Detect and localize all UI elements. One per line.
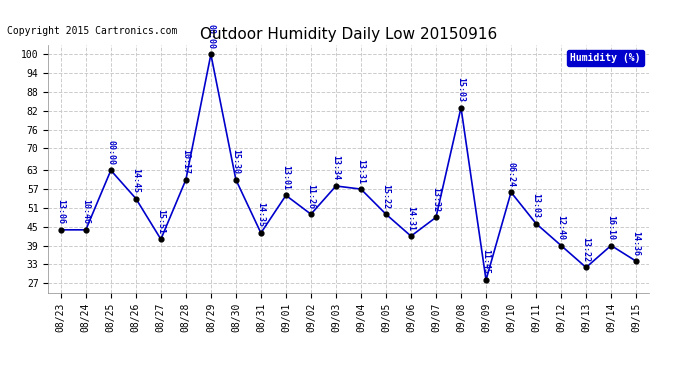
Point (355, 186, 366, 192)
Text: 13:22: 13:22 (582, 237, 591, 262)
Text: 10:46: 10:46 (81, 199, 90, 224)
Point (55, 227, 66, 233)
Point (455, 105, 466, 111)
Point (80, 227, 91, 233)
Text: 13:31: 13:31 (357, 159, 366, 183)
Point (506, 189, 517, 195)
Point (580, 264, 591, 270)
Point (480, 277, 491, 283)
Point (255, 230, 266, 236)
Text: 10:17: 10:17 (181, 149, 190, 174)
Text: 13:01: 13:01 (282, 165, 290, 190)
Point (130, 195, 141, 201)
Legend: Humidity (%): Humidity (%) (567, 50, 644, 66)
Point (555, 243, 566, 249)
Point (155, 236, 166, 242)
Text: 13:06: 13:06 (57, 199, 66, 224)
Text: 16:10: 16:10 (607, 215, 615, 240)
Text: 11:26: 11:26 (306, 184, 315, 209)
Point (106, 167, 117, 173)
Text: 14:45: 14:45 (131, 168, 140, 193)
Point (306, 211, 317, 217)
Text: 13:03: 13:03 (531, 193, 540, 218)
Text: 00:00: 00:00 (106, 140, 115, 165)
Point (380, 211, 391, 217)
Point (206, 51, 217, 57)
Text: 13:34: 13:34 (331, 155, 340, 180)
Text: 15:22: 15:22 (382, 184, 391, 209)
Text: 00:00: 00:00 (206, 24, 215, 49)
Title: Outdoor Humidity Daily Low 20150916: Outdoor Humidity Daily Low 20150916 (200, 27, 497, 42)
Text: 14:35: 14:35 (257, 202, 266, 227)
Text: 15:03: 15:03 (457, 77, 466, 102)
Point (431, 214, 442, 220)
Text: 15:51: 15:51 (157, 209, 166, 234)
Point (531, 220, 542, 226)
Text: Copyright 2015 Cartronics.com: Copyright 2015 Cartronics.com (7, 26, 177, 36)
Text: 12:40: 12:40 (557, 215, 566, 240)
Point (606, 243, 617, 249)
Text: 15:30: 15:30 (231, 149, 240, 174)
Point (230, 177, 241, 183)
Text: 13:32: 13:32 (431, 187, 440, 212)
Text: 11:45: 11:45 (482, 249, 491, 274)
Point (280, 192, 291, 198)
Point (406, 233, 417, 239)
Point (631, 258, 642, 264)
Point (331, 183, 342, 189)
Text: 14:36: 14:36 (631, 231, 640, 256)
Point (180, 177, 191, 183)
Text: 06:24: 06:24 (506, 162, 515, 187)
Text: 14:31: 14:31 (406, 206, 415, 231)
